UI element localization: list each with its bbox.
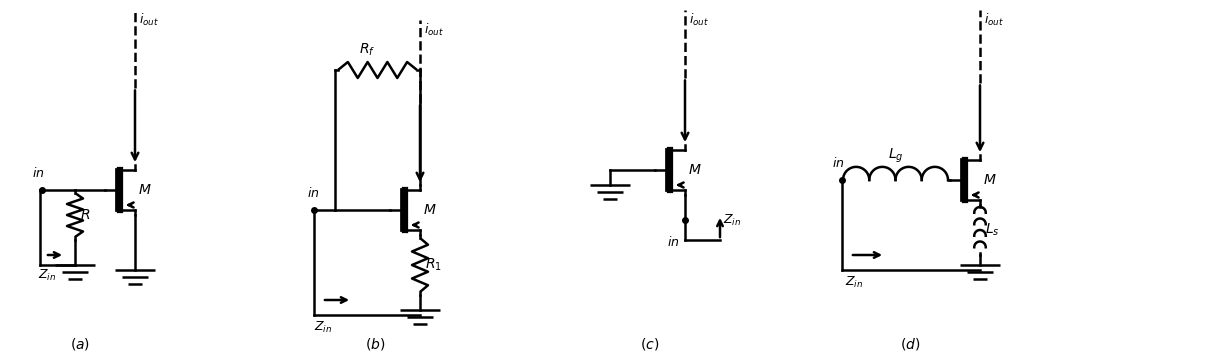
Text: $in$: $in$	[307, 186, 319, 200]
Text: $in$: $in$	[31, 166, 45, 180]
Text: $L_s$: $L_s$	[985, 222, 999, 238]
Text: $Z_{in}$: $Z_{in}$	[315, 319, 333, 334]
Text: $R_1$: $R_1$	[425, 257, 442, 273]
Text: $in$: $in$	[832, 156, 845, 170]
Text: $(b)$: $(b)$	[364, 336, 385, 352]
Text: $M$: $M$	[688, 163, 702, 177]
Text: $(c)$: $(c)$	[640, 336, 659, 352]
Text: $i_{out}$: $i_{out}$	[424, 22, 444, 38]
Text: $(d)$: $(d)$	[900, 336, 920, 352]
Text: $(a)$: $(a)$	[70, 336, 90, 352]
Text: $M$: $M$	[983, 173, 997, 187]
Text: $i_{out}$: $i_{out}$	[984, 12, 1004, 28]
Text: $M$: $M$	[138, 183, 151, 197]
Text: $Z_{in}$: $Z_{in}$	[845, 274, 863, 289]
Text: $R_f$: $R_f$	[359, 42, 375, 58]
Text: $Z_{in}$: $Z_{in}$	[724, 212, 742, 228]
Text: $R$: $R$	[80, 208, 91, 222]
Text: $Z_{in}$: $Z_{in}$	[38, 267, 56, 283]
Text: $i_{out}$: $i_{out}$	[688, 12, 709, 28]
Text: $L_g$: $L_g$	[888, 147, 904, 165]
Text: $i_{out}$: $i_{out}$	[139, 12, 159, 28]
Text: $in$: $in$	[667, 235, 679, 249]
Text: $M$: $M$	[424, 203, 437, 217]
